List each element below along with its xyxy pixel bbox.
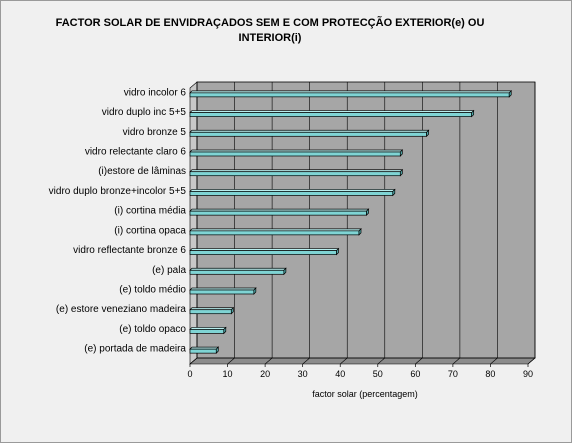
bar-end: [253, 287, 257, 295]
gridline-floor: [490, 357, 498, 365]
bar-front: [189, 112, 473, 117]
bar-front: [189, 250, 337, 255]
bar-front: [189, 171, 401, 177]
gridline-floor: [377, 357, 385, 365]
bar-front: [189, 191, 394, 196]
x-tick-label: 60: [410, 369, 420, 379]
bar: [189, 228, 362, 236]
bar-front: [189, 210, 367, 216]
x-tick-label: 50: [373, 369, 383, 379]
bar: [189, 168, 404, 177]
category-label: (e) estore veneziano madeira: [56, 304, 187, 315]
bar-end: [230, 306, 234, 315]
bar-front: [189, 269, 285, 275]
bar-end: [283, 267, 287, 276]
bar-front: [189, 348, 217, 354]
gridline-floor: [452, 357, 461, 365]
x-tick-label: 40: [335, 369, 345, 379]
bar-end: [399, 168, 403, 177]
x-tick-label: 70: [448, 369, 458, 379]
gridline-floor: [264, 357, 273, 365]
gridline-floor: [302, 357, 310, 365]
category-label: (e) pala: [152, 265, 186, 276]
x-tick-label: 30: [298, 369, 308, 379]
bar: [189, 267, 287, 276]
bar-end: [366, 208, 369, 216]
bar-end: [215, 346, 219, 354]
x-tick-label: 90: [523, 369, 533, 379]
category-label: vidro duplo bronze+incolor 5+5: [49, 186, 187, 197]
plot-border: [196, 81, 536, 359]
gridline-floor: [340, 357, 348, 365]
category-label: (i) cortina média: [114, 206, 186, 217]
bar-front: [189, 230, 360, 236]
bar: [189, 247, 340, 256]
bar: [189, 346, 220, 354]
bar: [189, 208, 370, 216]
bar-front: [189, 131, 427, 137]
gridline-floor: [227, 357, 235, 365]
plot-floor: [189, 357, 536, 365]
x-tick-label: 20: [260, 369, 270, 379]
bar-front: [189, 329, 225, 334]
bar: [189, 129, 430, 138]
plot-side-wall: [189, 81, 198, 365]
gridline-floor: [527, 357, 536, 365]
category-label: vidro duplo inc 5+5: [102, 107, 187, 118]
bar: [189, 188, 396, 197]
category-label: (e) toldo opaco: [119, 324, 186, 335]
bar-end: [399, 149, 403, 157]
category-label: (e) portada de madeira: [84, 344, 186, 355]
bar: [189, 109, 475, 118]
bar-end: [223, 326, 227, 335]
bar-front: [189, 151, 401, 157]
category-label: vidro bronze 5: [123, 127, 187, 138]
x-axis-title: factor solar (percentagem): [312, 389, 418, 399]
x-axis: 0 10 20 30 40 50 60 70 80 90: [187, 364, 533, 379]
bar-end: [336, 247, 339, 256]
category-label: vidro incolor 6: [124, 87, 187, 98]
category-label: (e) toldo médio: [119, 285, 186, 296]
bar: [189, 149, 404, 157]
category-label: (i)estore de lâminas: [98, 166, 186, 177]
category-label: vidro reflectante bronze 6: [73, 245, 186, 256]
bar: [189, 306, 235, 315]
bar-end: [392, 188, 396, 197]
category-labels: vidro incolor 6 vidro duplo inc 5+5 vidro …: [49, 87, 187, 354]
bar: [189, 326, 227, 335]
category-label: (i) cortina opaca: [114, 225, 186, 236]
plot-area: [197, 82, 535, 358]
x-tick-label: 10: [223, 369, 233, 379]
bar: [189, 287, 257, 295]
bar-end: [508, 90, 512, 98]
bar-front: [189, 289, 255, 295]
gridline-floor: [415, 357, 423, 365]
x-tick-label: 0: [187, 369, 192, 379]
bars: [189, 90, 513, 354]
bar-end: [426, 129, 429, 138]
category-label: vidro relectante claro 6: [85, 147, 187, 158]
gridline-floor: [189, 357, 198, 365]
chart-title: FACTOR SOLAR DE ENVIDRAÇADOS SEM E COM P…: [55, 17, 485, 44]
bar-front: [189, 309, 232, 315]
bar-end: [358, 228, 362, 236]
bar-front: [189, 92, 510, 98]
bar: [189, 90, 513, 98]
bar-end: [471, 109, 475, 118]
x-tick-label: 80: [485, 369, 495, 379]
